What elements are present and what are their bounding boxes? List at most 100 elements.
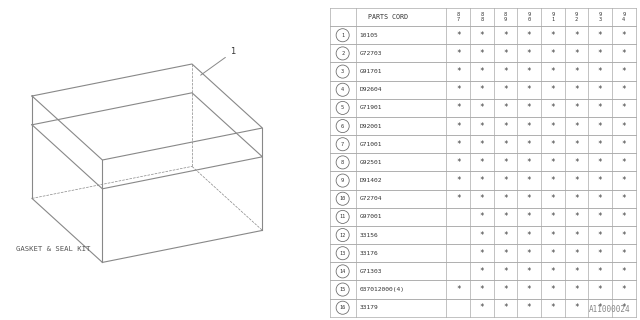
Text: 8
8: 8 8: [480, 12, 483, 22]
Text: 10105: 10105: [360, 33, 378, 38]
Text: *: *: [598, 122, 602, 131]
Text: 14: 14: [340, 269, 346, 274]
Text: *: *: [479, 249, 484, 258]
Text: *: *: [598, 267, 602, 276]
Text: *: *: [550, 212, 555, 221]
Text: *: *: [574, 194, 579, 203]
Text: *: *: [550, 230, 555, 240]
Text: *: *: [621, 67, 626, 76]
Text: *: *: [503, 122, 508, 131]
Text: *: *: [621, 31, 626, 40]
Text: G92501: G92501: [360, 160, 382, 165]
Text: *: *: [574, 303, 579, 312]
Text: *: *: [503, 85, 508, 94]
Text: *: *: [621, 230, 626, 240]
Text: *: *: [456, 103, 460, 112]
Text: *: *: [550, 67, 555, 76]
Text: 9
1: 9 1: [551, 12, 554, 22]
Text: *: *: [479, 176, 484, 185]
Text: *: *: [503, 212, 508, 221]
Text: 16: 16: [340, 305, 346, 310]
Text: *: *: [621, 176, 626, 185]
Text: 33176: 33176: [360, 251, 378, 256]
Text: *: *: [527, 176, 531, 185]
Text: *: *: [550, 194, 555, 203]
Text: *: *: [574, 49, 579, 58]
Text: *: *: [503, 267, 508, 276]
Text: *: *: [598, 140, 602, 149]
Text: *: *: [456, 31, 460, 40]
Text: 9
2: 9 2: [575, 12, 578, 22]
Text: *: *: [598, 31, 602, 40]
Text: *: *: [456, 49, 460, 58]
Text: *: *: [527, 67, 531, 76]
Text: *: *: [621, 249, 626, 258]
Text: *: *: [527, 85, 531, 94]
Text: *: *: [574, 285, 579, 294]
Text: *: *: [503, 249, 508, 258]
Text: *: *: [503, 230, 508, 240]
Text: *: *: [621, 85, 626, 94]
Text: 2: 2: [341, 51, 344, 56]
Text: *: *: [479, 230, 484, 240]
Text: *: *: [503, 176, 508, 185]
Text: *: *: [456, 194, 460, 203]
Text: *: *: [598, 49, 602, 58]
Text: *: *: [621, 49, 626, 58]
Text: G71001: G71001: [360, 142, 382, 147]
Text: *: *: [527, 140, 531, 149]
Text: *: *: [479, 140, 484, 149]
Text: *: *: [621, 158, 626, 167]
Text: *: *: [503, 49, 508, 58]
Text: *: *: [456, 67, 460, 76]
Text: *: *: [479, 303, 484, 312]
Text: *: *: [479, 103, 484, 112]
Text: *: *: [527, 158, 531, 167]
Text: *: *: [550, 158, 555, 167]
Text: *: *: [598, 230, 602, 240]
Text: *: *: [479, 267, 484, 276]
Text: *: *: [479, 194, 484, 203]
Text: *: *: [479, 67, 484, 76]
Text: 9
0: 9 0: [527, 12, 531, 22]
Text: *: *: [479, 285, 484, 294]
Text: *: *: [550, 85, 555, 94]
Text: *: *: [574, 122, 579, 131]
Text: *: *: [574, 267, 579, 276]
Text: GASKET & SEAL KIT: GASKET & SEAL KIT: [16, 246, 90, 252]
Text: *: *: [621, 103, 626, 112]
Text: *: *: [503, 140, 508, 149]
Text: *: *: [574, 230, 579, 240]
Text: *: *: [456, 122, 460, 131]
Text: 8: 8: [341, 160, 344, 165]
Text: *: *: [621, 140, 626, 149]
Text: *: *: [574, 103, 579, 112]
Text: 9
3: 9 3: [598, 12, 602, 22]
Text: *: *: [527, 285, 531, 294]
Text: *: *: [503, 31, 508, 40]
Text: *: *: [550, 176, 555, 185]
Text: *: *: [479, 158, 484, 167]
Text: *: *: [503, 285, 508, 294]
Text: *: *: [574, 158, 579, 167]
Text: *: *: [550, 285, 555, 294]
Text: *: *: [574, 249, 579, 258]
Text: 9: 9: [341, 178, 344, 183]
Text: *: *: [598, 303, 602, 312]
Text: *: *: [527, 103, 531, 112]
Text: 15: 15: [340, 287, 346, 292]
Text: *: *: [503, 67, 508, 76]
Text: *: *: [456, 140, 460, 149]
Text: *: *: [621, 285, 626, 294]
Text: *: *: [456, 158, 460, 167]
Text: *: *: [503, 194, 508, 203]
Text: *: *: [527, 194, 531, 203]
Text: *: *: [598, 194, 602, 203]
Text: *: *: [527, 49, 531, 58]
Text: *: *: [479, 31, 484, 40]
Text: *: *: [479, 122, 484, 131]
Text: A11000024: A11000024: [589, 305, 630, 314]
Text: *: *: [550, 249, 555, 258]
Text: *: *: [503, 303, 508, 312]
Text: 3: 3: [341, 69, 344, 74]
